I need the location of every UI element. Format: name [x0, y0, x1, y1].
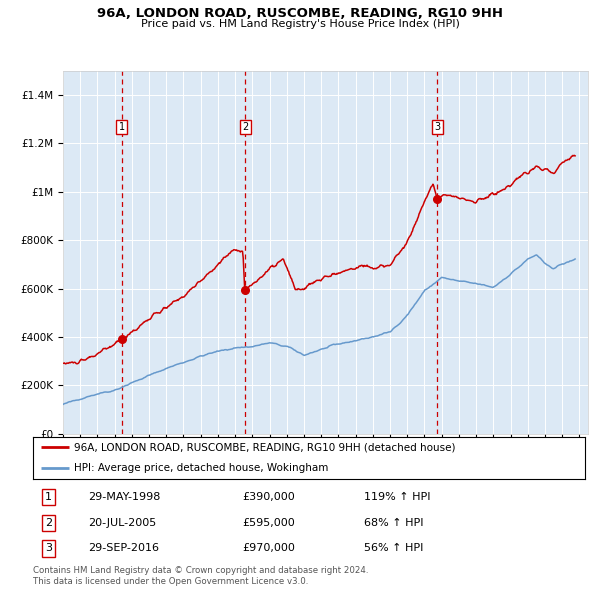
- Text: 96A, LONDON ROAD, RUSCOMBE, READING, RG10 9HH: 96A, LONDON ROAD, RUSCOMBE, READING, RG1…: [97, 7, 503, 20]
- Text: 1: 1: [45, 492, 52, 502]
- Text: 68% ↑ HPI: 68% ↑ HPI: [364, 518, 424, 527]
- Text: 29-SEP-2016: 29-SEP-2016: [88, 543, 159, 553]
- Text: 3: 3: [434, 122, 440, 132]
- Text: This data is licensed under the Open Government Licence v3.0.: This data is licensed under the Open Gov…: [33, 577, 308, 586]
- Text: 3: 3: [45, 543, 52, 553]
- Text: Price paid vs. HM Land Registry's House Price Index (HPI): Price paid vs. HM Land Registry's House …: [140, 19, 460, 29]
- Text: £390,000: £390,000: [243, 492, 296, 502]
- Text: 119% ↑ HPI: 119% ↑ HPI: [364, 492, 431, 502]
- Text: 2: 2: [242, 122, 248, 132]
- Text: HPI: Average price, detached house, Wokingham: HPI: Average price, detached house, Woki…: [74, 464, 329, 473]
- Text: 1: 1: [119, 122, 125, 132]
- Text: £595,000: £595,000: [243, 518, 296, 527]
- Text: 2: 2: [45, 518, 52, 527]
- Text: £970,000: £970,000: [243, 543, 296, 553]
- Text: 29-MAY-1998: 29-MAY-1998: [88, 492, 161, 502]
- Text: 96A, LONDON ROAD, RUSCOMBE, READING, RG10 9HH (detached house): 96A, LONDON ROAD, RUSCOMBE, READING, RG1…: [74, 442, 456, 452]
- Text: 56% ↑ HPI: 56% ↑ HPI: [364, 543, 424, 553]
- Text: 20-JUL-2005: 20-JUL-2005: [88, 518, 157, 527]
- Text: Contains HM Land Registry data © Crown copyright and database right 2024.: Contains HM Land Registry data © Crown c…: [33, 566, 368, 575]
